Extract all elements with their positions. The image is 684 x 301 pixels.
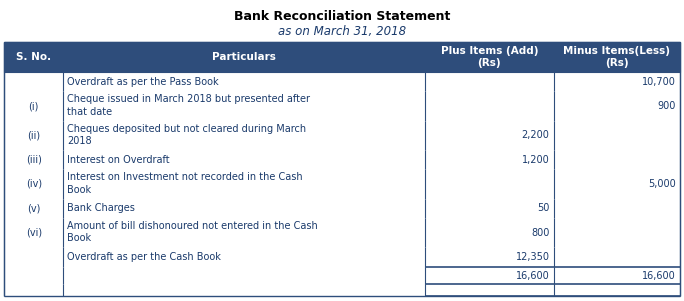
Text: 16,600: 16,600 bbox=[642, 271, 676, 281]
Text: 5,000: 5,000 bbox=[648, 179, 676, 189]
Bar bbox=[4, 169, 680, 199]
Text: 12,350: 12,350 bbox=[516, 252, 549, 262]
Text: Overdraft as per the Cash Book: Overdraft as per the Cash Book bbox=[68, 252, 222, 262]
Bar bbox=[4, 284, 680, 296]
Bar bbox=[4, 267, 680, 284]
Text: Overdraft as per the Pass Book: Overdraft as per the Pass Book bbox=[68, 77, 219, 87]
Text: Amount of bill dishonoured not entered in the Cash
Book: Amount of bill dishonoured not entered i… bbox=[68, 221, 318, 244]
Text: (iii): (iii) bbox=[26, 155, 42, 165]
Text: Cheques deposited but not cleared during March
2018: Cheques deposited but not cleared during… bbox=[68, 124, 306, 146]
Text: (vi): (vi) bbox=[26, 228, 42, 238]
Text: 10,700: 10,700 bbox=[642, 77, 676, 87]
Text: as on March 31, 2018: as on March 31, 2018 bbox=[278, 25, 406, 38]
Bar bbox=[4, 92, 680, 121]
Text: 800: 800 bbox=[531, 228, 549, 238]
Text: (ii): (ii) bbox=[27, 130, 40, 140]
Text: Particulars: Particulars bbox=[212, 52, 276, 62]
Text: Bank Reconciliation Statement: Bank Reconciliation Statement bbox=[234, 10, 450, 23]
Text: (iv): (iv) bbox=[26, 179, 42, 189]
Text: Interest on Overdraft: Interest on Overdraft bbox=[68, 155, 170, 165]
Text: Plus Items (Add)
(Rs): Plus Items (Add) (Rs) bbox=[440, 46, 538, 68]
Bar bbox=[4, 247, 680, 267]
Bar bbox=[4, 121, 680, 150]
Bar bbox=[4, 72, 680, 92]
Text: Bank Charges: Bank Charges bbox=[68, 203, 135, 213]
Text: S. No.: S. No. bbox=[16, 52, 51, 62]
Bar bbox=[4, 218, 680, 247]
Bar bbox=[4, 42, 680, 72]
Text: (v): (v) bbox=[27, 203, 40, 213]
Text: Minus Items(Less)
(Rs): Minus Items(Less) (Rs) bbox=[564, 46, 670, 68]
Text: (i): (i) bbox=[29, 101, 39, 111]
Text: 50: 50 bbox=[537, 203, 549, 213]
Text: 900: 900 bbox=[657, 101, 676, 111]
Text: 2,200: 2,200 bbox=[522, 130, 549, 140]
Text: 16,600: 16,600 bbox=[516, 271, 549, 281]
Bar bbox=[4, 150, 680, 169]
Bar bbox=[4, 199, 680, 218]
Text: Cheque issued in March 2018 but presented after
that date: Cheque issued in March 2018 but presente… bbox=[68, 95, 311, 117]
Text: Interest on Investment not recorded in the Cash
Book: Interest on Investment not recorded in t… bbox=[68, 172, 303, 195]
Text: 1,200: 1,200 bbox=[522, 155, 549, 165]
